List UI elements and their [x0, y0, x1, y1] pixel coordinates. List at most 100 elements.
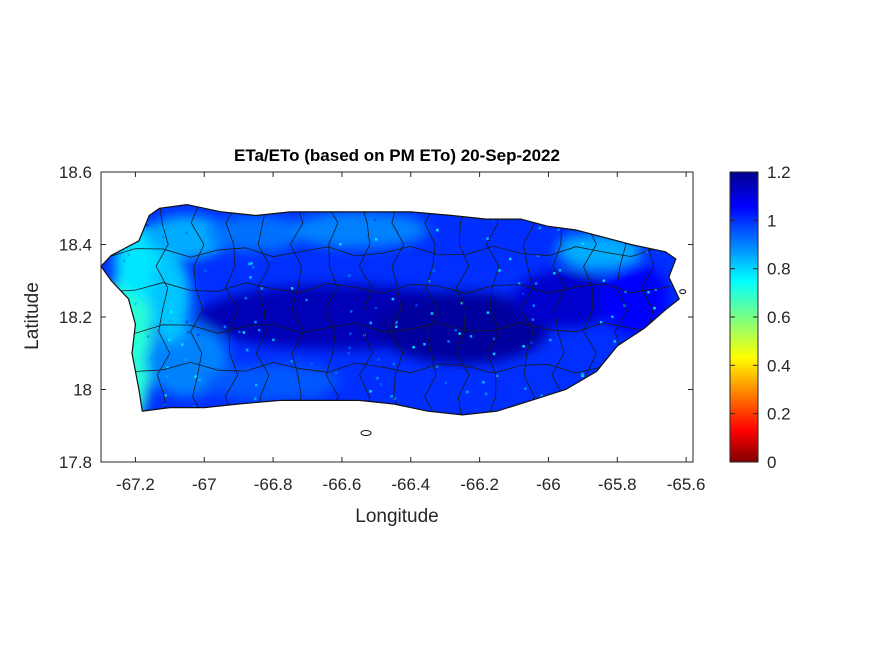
speckle	[318, 392, 322, 396]
speckle	[531, 318, 535, 321]
speckle	[436, 228, 439, 232]
speckle	[623, 304, 626, 307]
colorbar-tick-label: 0.4	[767, 356, 791, 375]
speckle	[134, 302, 137, 306]
speckle	[538, 226, 542, 230]
municipal-boundaries	[107, 204, 680, 415]
speckle	[521, 292, 525, 295]
x-tick-label: -66.4	[391, 475, 430, 494]
value-patch	[514, 269, 618, 328]
speckle	[492, 352, 496, 356]
speckle	[444, 381, 448, 385]
value-patch	[207, 215, 305, 252]
speckle	[365, 234, 369, 238]
speckle	[492, 219, 495, 223]
x-tick-label: -67	[192, 475, 217, 494]
colorbar-ticks: 0 0.2 0.4 0.6 0.8 1 1.2	[730, 163, 791, 472]
speckle	[245, 348, 249, 352]
speckle	[458, 332, 461, 335]
speckle	[412, 345, 415, 349]
boundary-line	[224, 204, 239, 415]
speckle	[213, 251, 216, 255]
speckle	[189, 265, 192, 268]
y-axis-label: Latitude	[22, 282, 43, 350]
speckle	[656, 251, 660, 254]
boundary-line	[255, 204, 271, 415]
colorbar-tick-label: 0	[767, 453, 776, 472]
plot-area: -67.2 -67 -66.8 -66.6 -66.4 -66.2 -66 -65.8 -65.…	[59, 163, 706, 494]
speckle	[558, 269, 562, 272]
island-map	[100, 203, 687, 436]
speckle	[194, 375, 197, 378]
boundary-line	[107, 282, 680, 294]
speckle	[127, 253, 131, 257]
speckle	[530, 341, 533, 345]
speckle	[423, 342, 426, 346]
x-tick-label: -66.6	[323, 475, 362, 494]
speckle	[255, 383, 258, 387]
y-axis-ticks: 17.8 18 18.2 18.4 18.6	[59, 163, 693, 472]
speckle	[146, 223, 149, 227]
speckle	[363, 392, 367, 396]
speckle	[310, 362, 314, 365]
value-patch	[376, 291, 549, 365]
speckle	[185, 231, 188, 235]
speckle	[654, 288, 657, 291]
speckle	[613, 340, 617, 343]
speckle	[192, 405, 196, 408]
speckle	[447, 340, 450, 343]
boundary-line	[190, 204, 205, 415]
speckle	[395, 325, 398, 329]
x-axis-ticks: -67.2 -67 -66.8 -66.6 -66.4 -66.2 -66 -65.8 -65.…	[116, 172, 705, 494]
value-patch	[149, 255, 191, 343]
speckle	[611, 315, 614, 318]
speckle	[244, 296, 248, 300]
x-tick-label: -67.2	[116, 475, 155, 494]
speckle	[536, 254, 540, 257]
speckle	[364, 390, 367, 393]
speckle	[149, 357, 153, 360]
speckle	[396, 230, 399, 233]
speckle	[257, 328, 261, 332]
speckle	[391, 297, 395, 301]
speckle	[486, 237, 489, 240]
colorbar-tick-label: 0.8	[767, 260, 791, 279]
speckle	[165, 375, 169, 379]
value-patch	[290, 211, 428, 249]
speckle	[653, 306, 656, 310]
speckle	[581, 372, 584, 376]
value-patch	[204, 364, 342, 401]
speckle	[168, 338, 171, 342]
speckle	[249, 276, 252, 279]
speckle	[347, 351, 350, 355]
islet-east	[679, 289, 687, 295]
colorbar-tick-label: 1.2	[767, 163, 791, 182]
speckle	[373, 218, 377, 221]
x-tick-label: -65.6	[667, 475, 706, 494]
speckle	[198, 378, 201, 382]
speckle	[348, 274, 351, 277]
speckle	[254, 397, 257, 401]
speckle	[430, 312, 434, 315]
speckle	[184, 357, 188, 361]
y-tick-label: 18.2	[59, 308, 92, 327]
speckle	[392, 362, 396, 366]
speckle	[311, 216, 315, 219]
y-tick-label: 18	[73, 381, 92, 400]
speckle	[415, 304, 418, 307]
speckle	[390, 395, 393, 398]
speckle	[602, 279, 606, 283]
speckle	[349, 332, 352, 336]
speckle	[181, 343, 184, 346]
speckle	[469, 335, 473, 338]
speckle	[185, 320, 189, 324]
eta-eto-regions	[104, 211, 669, 415]
speckle	[350, 232, 354, 236]
x-tick-label: -66.2	[460, 475, 499, 494]
coastline	[100, 203, 680, 416]
colorbar-tick-label: 0.6	[767, 308, 791, 327]
y-tick-label: 18.6	[59, 163, 92, 182]
speckle	[435, 365, 439, 368]
eta-eto-field	[101, 204, 680, 415]
